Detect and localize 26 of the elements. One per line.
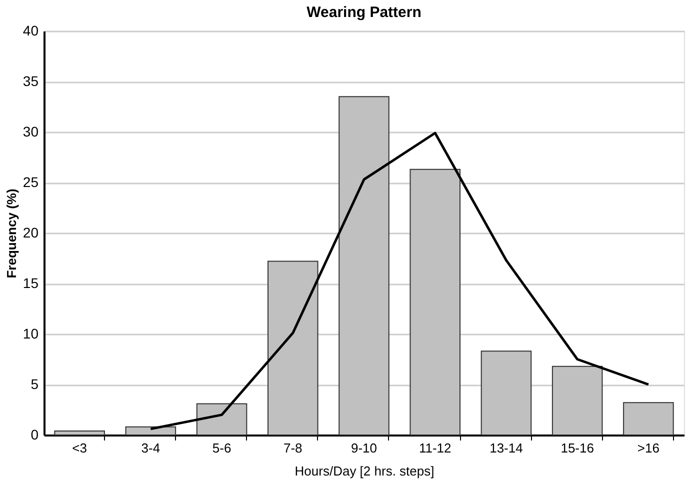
x-tick-label: <3 (72, 440, 87, 456)
x-tick-label: 3-4 (141, 440, 160, 456)
x-axis-title: Hours/Day [2 hrs. steps] (294, 464, 434, 478)
bar (623, 402, 674, 436)
x-tick-label: 7-8 (283, 440, 302, 456)
y-tick-label: 10 (22, 326, 39, 342)
y-tick-label: 40 (22, 22, 39, 38)
bar (125, 426, 176, 436)
y-tick-label: 15 (22, 275, 39, 291)
bar (196, 403, 248, 436)
x-tick-label: 9-10 (350, 440, 378, 456)
x-tick-label: 11-12 (418, 440, 452, 456)
x-tick-label: >16 (637, 440, 660, 456)
y-axis-title: Frequency (%) (4, 188, 19, 278)
chart-title: Wearing Pattern (306, 4, 422, 21)
x-tick-label: 5-6 (212, 440, 232, 456)
x-tick-label: 15-16 (560, 440, 594, 456)
y-tick-label: 35 (22, 73, 39, 89)
x-tick-label: 13-14 (490, 440, 523, 456)
y-tick-label: 25 (22, 174, 39, 190)
bar (54, 430, 105, 436)
y-tick-label: 0 (30, 426, 39, 442)
y-tick-label: 30 (22, 124, 39, 140)
y-tick-label: 20 (22, 224, 39, 240)
y-tick-label: 5 (30, 376, 39, 392)
line-series (149, 132, 650, 430)
